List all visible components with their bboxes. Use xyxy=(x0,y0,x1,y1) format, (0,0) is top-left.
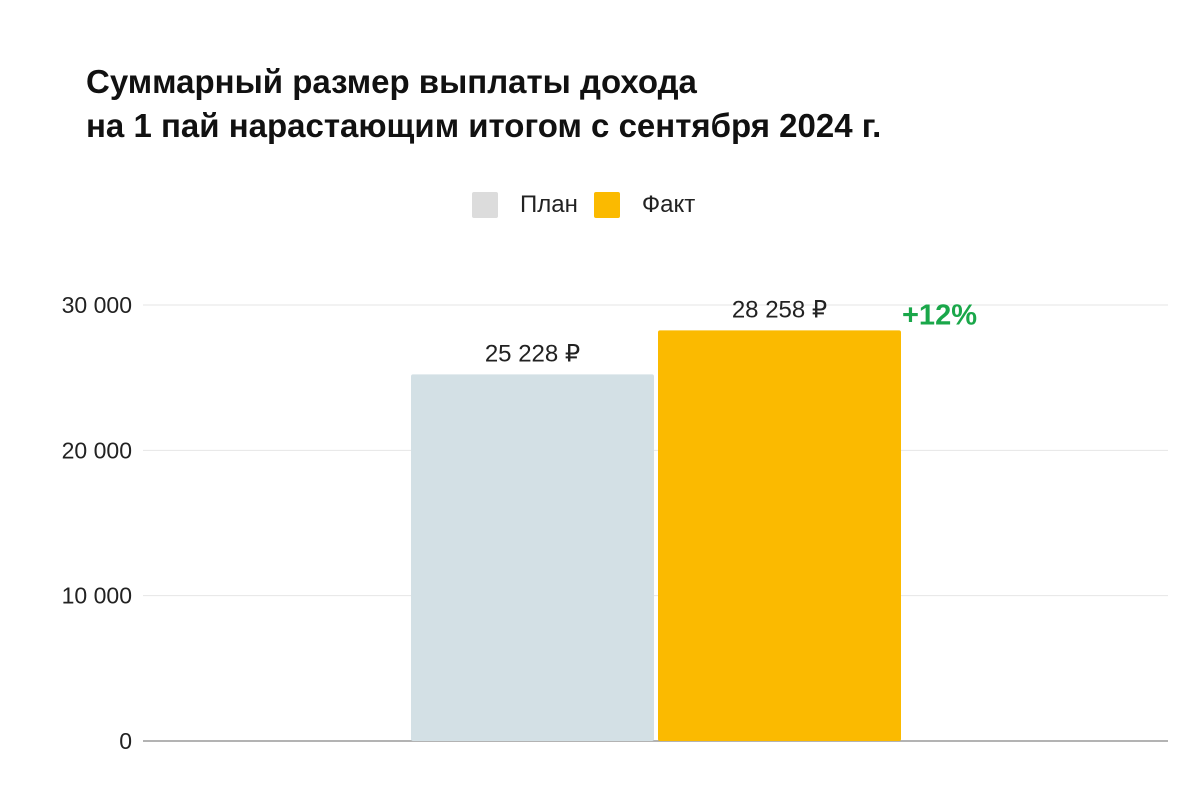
legend-swatch-plan xyxy=(472,192,498,218)
bar-plan xyxy=(411,374,654,741)
y-tick-label: 30 000 xyxy=(62,292,132,318)
legend: План Факт xyxy=(472,190,701,220)
legend-swatch-fact xyxy=(593,192,620,218)
y-tick-label: 20 000 xyxy=(62,437,132,463)
data-labels: 25 228 ₽ 28 258 ₽ +12% xyxy=(485,296,977,367)
chart-title: Суммарный размер выплаты дохода на 1 пай… xyxy=(86,60,881,148)
legend-label-plan: План xyxy=(520,191,578,218)
bar-value-label: 28 258 ₽ xyxy=(732,296,827,323)
grid-lines xyxy=(143,304,1168,742)
growth-annotation: +12% xyxy=(902,299,977,331)
y-axis-ticks: 0 10 000 20 000 30 000 xyxy=(62,292,132,754)
y-tick-label: 10 000 xyxy=(62,583,132,609)
chart-title-line-2: на 1 пай нарастающим итогом с сентября 2… xyxy=(86,107,882,144)
y-tick-label: 0 xyxy=(119,728,132,754)
bar-value-label: 25 228 ₽ xyxy=(485,340,580,367)
bar-fact xyxy=(658,330,901,741)
bars xyxy=(411,330,901,741)
legend-item-fact: Факт xyxy=(593,191,696,219)
legend-item-plan: План xyxy=(472,191,578,219)
legend-label-fact: Факт xyxy=(641,191,696,218)
chart-title-line-1: Суммарный размер выплаты дохода xyxy=(86,63,697,100)
